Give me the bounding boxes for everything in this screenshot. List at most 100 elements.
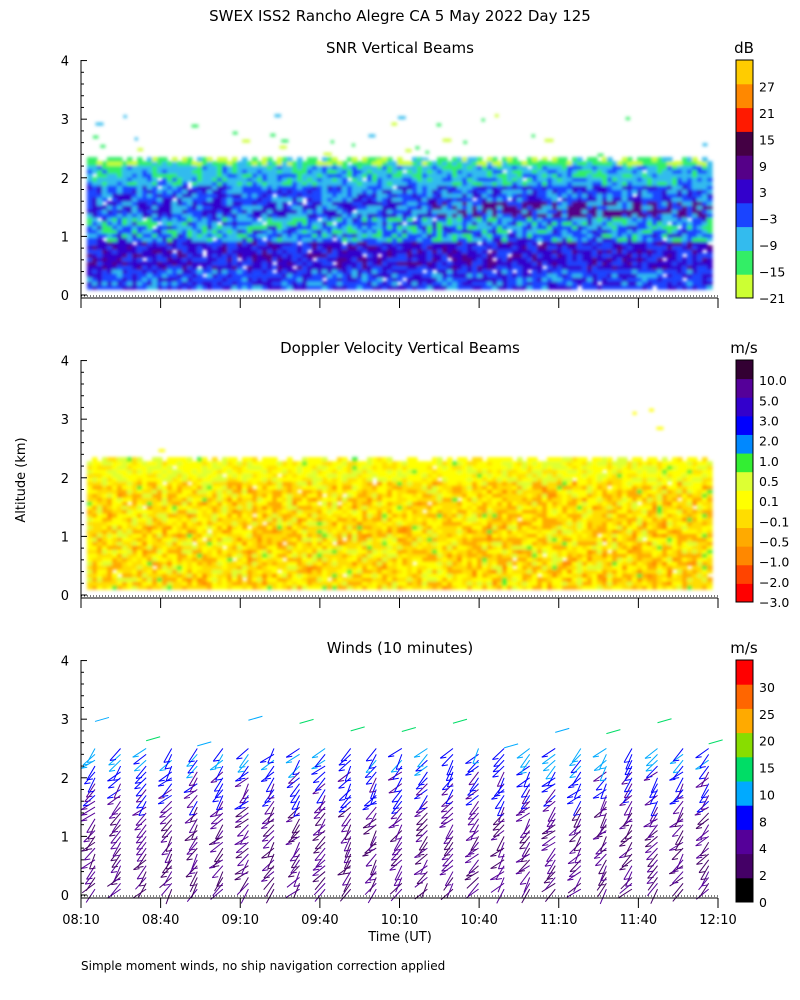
heatmap-cell (102, 457, 108, 462)
heatmap-cell (382, 173, 388, 178)
heatmap-cell (192, 185, 198, 190)
heatmap-cell (482, 241, 488, 246)
heatmap-cell (647, 277, 653, 282)
heatmap-cell (192, 505, 198, 510)
heatmap-cell (697, 225, 703, 230)
heatmap-cell (582, 197, 588, 202)
heatmap-cell (377, 245, 383, 250)
heatmap-cell (597, 177, 603, 182)
heatmap-cell (147, 273, 153, 278)
heatmap-cell (252, 193, 258, 198)
heatmap-cell (167, 221, 173, 226)
heatmap-cell (107, 229, 113, 234)
heatmap-cell (522, 205, 528, 210)
heatmap-cell (437, 189, 443, 194)
heatmap-cell (677, 193, 683, 198)
heatmap-cell (672, 261, 678, 266)
heatmap-cell (307, 217, 313, 222)
heatmap-cell (112, 269, 118, 274)
heatmap-cell (532, 273, 538, 278)
heatmap-cell (452, 213, 458, 218)
heatmap-cell (387, 257, 393, 262)
heatmap-cell (367, 205, 373, 210)
heatmap-cell (567, 205, 573, 210)
heatmap-cell (642, 165, 648, 170)
heatmap-cell (477, 285, 483, 290)
heatmap-cell (137, 217, 143, 222)
heatmap-cell (197, 553, 203, 558)
heatmap-cell (387, 197, 393, 202)
heatmap-cell (207, 245, 213, 250)
heatmap-cell (592, 233, 598, 238)
heatmap-cell (337, 221, 343, 226)
heatmap-cell (177, 193, 183, 198)
heatmap-cell (137, 457, 143, 462)
heatmap-cell (257, 257, 263, 262)
heatmap-cell (582, 201, 588, 206)
heatmap-cell (652, 233, 658, 238)
heatmap-cell (122, 237, 128, 242)
heatmap-cell (492, 197, 498, 202)
heatmap-cell (127, 509, 133, 514)
heatmap-cell (172, 541, 178, 546)
heatmap-cell (472, 225, 478, 230)
heatmap-cell (477, 281, 483, 286)
heatmap-cell (287, 169, 293, 174)
heatmap-cell (627, 193, 633, 198)
heatmap-cell (447, 165, 453, 170)
heatmap-cell (162, 497, 168, 502)
heatmap-cell (692, 217, 698, 222)
heatmap-cell (137, 253, 143, 258)
heatmap-cell (332, 225, 338, 230)
heatmap-cell (297, 181, 303, 186)
heatmap-cell (132, 521, 138, 526)
heatmap-cell (302, 281, 308, 286)
heatmap-cell (357, 209, 363, 214)
heatmap-cell (597, 209, 603, 214)
heatmap-cell (222, 541, 228, 546)
heatmap-cell (567, 261, 573, 266)
heatmap-cell (397, 193, 403, 198)
heatmap-cell (327, 209, 333, 214)
heatmap-cell (597, 221, 603, 226)
heatmap-cell (342, 169, 348, 174)
heatmap-cell (582, 281, 588, 286)
heatmap-cell (252, 269, 258, 274)
heatmap-cell (122, 169, 128, 174)
heatmap-cell (572, 157, 578, 162)
heatmap-cell (642, 233, 648, 238)
heatmap-cell (372, 265, 378, 270)
heatmap-cell (547, 265, 553, 270)
heatmap-cell (262, 165, 268, 170)
heatmap-cell (392, 261, 398, 266)
heatmap-cell (592, 253, 598, 258)
heatmap-cell (277, 269, 283, 274)
heatmap-cell (107, 457, 113, 462)
heatmap-cell (687, 213, 693, 218)
heatmap-cell (137, 245, 143, 250)
heatmap-cell (432, 213, 438, 218)
heatmap-cell (337, 209, 343, 214)
heatmap-cell (327, 253, 333, 258)
heatmap-cell (442, 181, 448, 186)
heatmap-cell (342, 281, 348, 286)
heatmap-cell (617, 233, 623, 238)
heatmap-cell (602, 253, 608, 258)
heatmap-cell (92, 461, 98, 466)
heatmap-cell (152, 545, 158, 550)
heatmap-cell (487, 177, 493, 182)
heatmap-cell (222, 481, 228, 486)
heatmap-cell (652, 265, 658, 270)
heatmap-cell (192, 205, 198, 210)
heatmap-cell (182, 253, 188, 258)
heatmap-cell (507, 265, 513, 270)
heatmap-cell (612, 265, 618, 270)
heatmap-cell (707, 181, 713, 186)
heatmap-cell (532, 229, 538, 234)
heatmap-cell (217, 189, 223, 194)
heatmap-cell (132, 577, 138, 582)
heatmap-cell (307, 157, 313, 162)
heatmap-cell (312, 193, 318, 198)
heatmap-cell (192, 485, 198, 490)
heatmap-cell (612, 225, 618, 230)
